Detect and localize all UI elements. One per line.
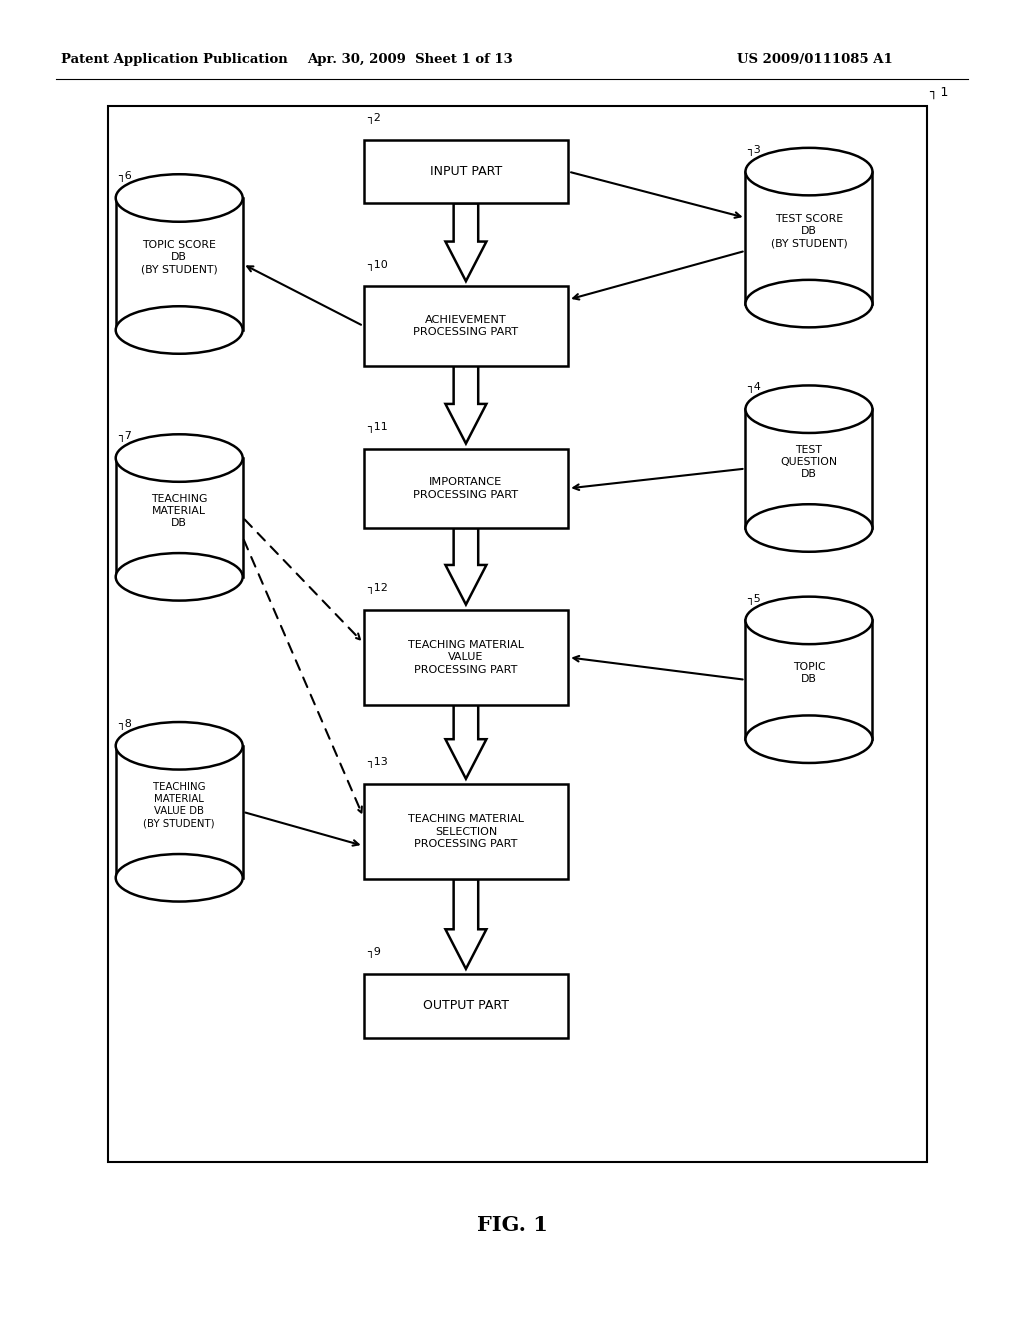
Text: ┐13: ┐13 [368, 758, 388, 768]
Text: ┐3: ┐3 [748, 145, 761, 156]
Text: INPUT PART: INPUT PART [430, 165, 502, 178]
FancyBboxPatch shape [116, 198, 243, 330]
FancyBboxPatch shape [364, 974, 568, 1038]
Text: TEACHING
MATERIAL
DB: TEACHING MATERIAL DB [151, 494, 208, 528]
Text: TEST
QUESTION
DB: TEST QUESTION DB [780, 445, 838, 479]
Text: Apr. 30, 2009  Sheet 1 of 13: Apr. 30, 2009 Sheet 1 of 13 [307, 53, 512, 66]
Polygon shape [445, 528, 486, 605]
Text: ┐4: ┐4 [748, 383, 762, 393]
Ellipse shape [116, 174, 243, 222]
Text: TEST SCORE
DB
(BY STUDENT): TEST SCORE DB (BY STUDENT) [771, 214, 847, 248]
Ellipse shape [745, 504, 872, 552]
Text: TEACHING MATERIAL
SELECTION
PROCESSING PART: TEACHING MATERIAL SELECTION PROCESSING P… [408, 814, 524, 849]
FancyBboxPatch shape [364, 784, 568, 879]
Text: FIG. 1: FIG. 1 [476, 1214, 548, 1236]
Text: TOPIC SCORE
DB
(BY STUDENT): TOPIC SCORE DB (BY STUDENT) [141, 240, 217, 275]
Text: ┐5: ┐5 [748, 594, 761, 605]
Ellipse shape [116, 306, 243, 354]
Text: ┐11: ┐11 [368, 422, 388, 433]
Text: ┐7: ┐7 [118, 432, 132, 442]
Text: TEACHING
MATERIAL
VALUE DB
(BY STUDENT): TEACHING MATERIAL VALUE DB (BY STUDENT) [143, 783, 215, 828]
Ellipse shape [116, 553, 243, 601]
Text: ┐6: ┐6 [118, 172, 131, 182]
Ellipse shape [745, 280, 872, 327]
Text: ┐10: ┐10 [368, 260, 388, 271]
Polygon shape [445, 203, 486, 281]
Ellipse shape [116, 854, 243, 902]
Text: TEACHING MATERIAL
VALUE
PROCESSING PART: TEACHING MATERIAL VALUE PROCESSING PART [408, 640, 524, 675]
Text: IMPORTANCE
PROCESSING PART: IMPORTANCE PROCESSING PART [414, 478, 518, 499]
FancyBboxPatch shape [108, 106, 927, 1162]
FancyBboxPatch shape [364, 140, 568, 203]
FancyBboxPatch shape [745, 172, 872, 304]
Ellipse shape [745, 385, 872, 433]
Text: Patent Application Publication: Patent Application Publication [61, 53, 288, 66]
FancyBboxPatch shape [364, 286, 568, 366]
Text: ┐9: ┐9 [368, 948, 382, 958]
FancyBboxPatch shape [745, 620, 872, 739]
Ellipse shape [116, 434, 243, 482]
Text: ┐2: ┐2 [368, 114, 382, 124]
Text: ┐8: ┐8 [118, 719, 132, 730]
FancyBboxPatch shape [116, 746, 243, 878]
Ellipse shape [745, 715, 872, 763]
Text: ┐ 1: ┐ 1 [929, 86, 948, 99]
Polygon shape [445, 705, 486, 779]
Polygon shape [445, 879, 486, 969]
FancyBboxPatch shape [116, 458, 243, 577]
Text: ┐12: ┐12 [368, 583, 388, 594]
Polygon shape [445, 366, 486, 444]
Ellipse shape [116, 722, 243, 770]
Ellipse shape [745, 597, 872, 644]
Text: OUTPUT PART: OUTPUT PART [423, 999, 509, 1012]
Text: US 2009/0111085 A1: US 2009/0111085 A1 [737, 53, 893, 66]
FancyBboxPatch shape [364, 449, 568, 528]
Text: ACHIEVEMENT
PROCESSING PART: ACHIEVEMENT PROCESSING PART [414, 315, 518, 337]
Ellipse shape [745, 148, 872, 195]
FancyBboxPatch shape [364, 610, 568, 705]
FancyBboxPatch shape [745, 409, 872, 528]
Text: TOPIC
DB: TOPIC DB [793, 663, 825, 684]
